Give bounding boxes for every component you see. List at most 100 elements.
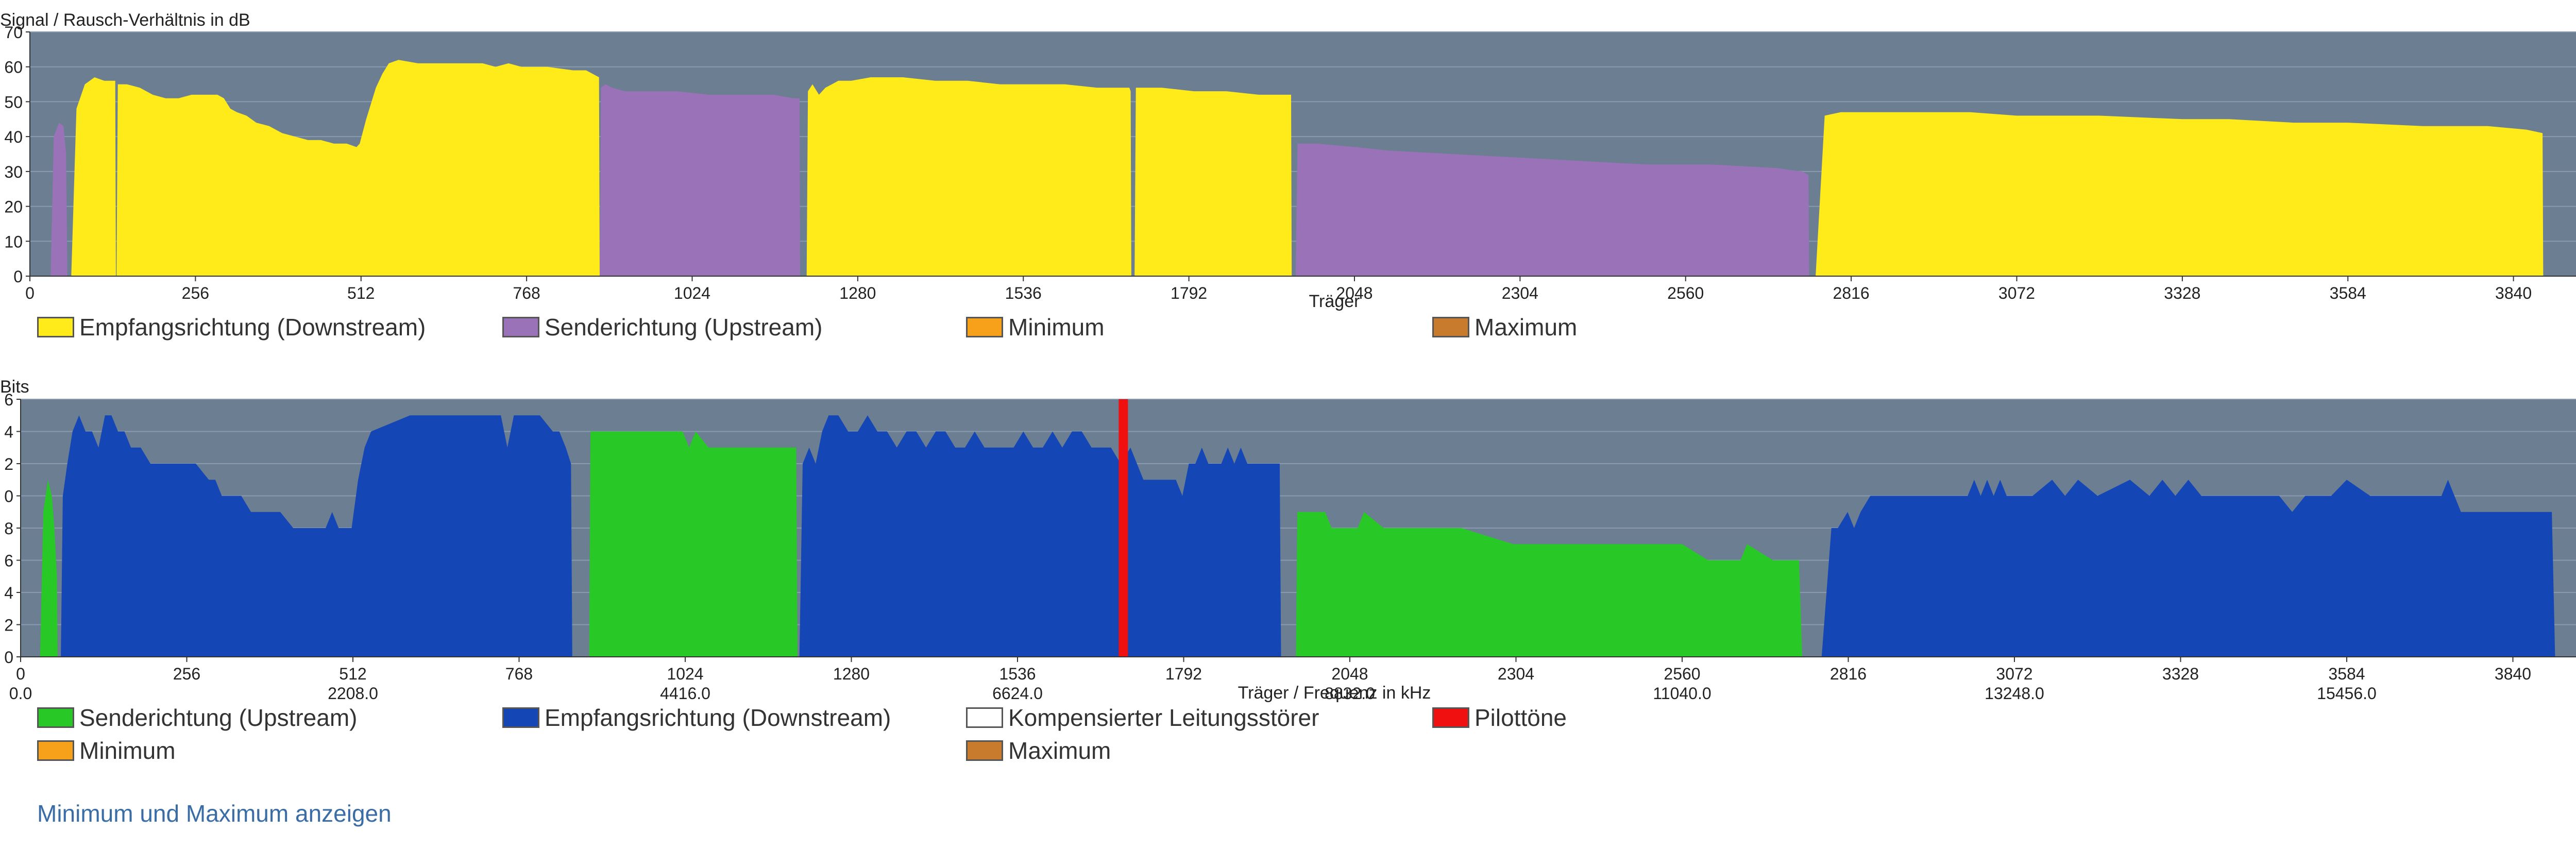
legend-swatch-bits-upstream [37, 707, 74, 728]
snr-series-area-0 [50, 123, 67, 276]
bits-series-area-3 [799, 415, 1281, 657]
bits-series-area-4 [1296, 512, 1803, 657]
bits-x-tick-label: 2048 [1331, 665, 1368, 683]
snr-x-tick-label: 3840 [2495, 284, 2532, 302]
snr-x-tick-label: 768 [513, 284, 540, 302]
bits-y-ticks: 0 2 4 6 8 0 2 4 6 [4, 390, 21, 667]
bits-frequency-tick-label: 13248.0 [1985, 684, 2044, 703]
snr-x-tick-label: 3584 [2330, 284, 2366, 302]
legend-swatch-bits-minimum [37, 740, 74, 761]
snr-legend: Empfangsrichtung (Downstream) Sendericht… [0, 313, 2576, 344]
snr-y-tick-label: 30 [4, 163, 23, 181]
legend-swatch-bits-downstream [502, 707, 539, 728]
bits-series-group [40, 415, 2555, 657]
snr-x-ticks: 0 256 512 768 1024 1280 1536 1792 2048 2304 2560 28… [25, 276, 2532, 302]
bits-x-tick-label: 1536 [999, 665, 1036, 683]
bits-y-tick-label: 4 [4, 423, 13, 442]
show-min-max-link[interactable]: Minimum und Maximum anzeigen [37, 800, 392, 827]
snr-x-tick-label: 512 [347, 284, 375, 302]
bits-frequency-tick-label: 15456.0 [2317, 684, 2377, 703]
bits-x-tick-label: 1024 [667, 665, 703, 683]
legend-label-maximum: Maximum [1475, 314, 1578, 341]
snr-y-tick-label: 20 [4, 198, 23, 216]
legend-item-downstream[interactable]: Empfangsrichtung (Downstream) [37, 313, 426, 341]
snr-series-area-1 [71, 77, 116, 276]
snr-y-axis-label: Signal / Rausch-Verhältnis in dB [0, 10, 250, 30]
legend-label-bits-downstream: Empfangsrichtung (Downstream) [545, 704, 891, 731]
snr-x-tick-label: 2560 [1667, 284, 1704, 302]
bits-y-tick-label: 6 [4, 390, 13, 409]
bits-y-tick-label: 0 [4, 487, 13, 506]
legend-item-bits-upstream[interactable]: Senderichtung (Upstream) [37, 704, 357, 732]
bits-chart: Bits 0 2 4 6 8 0 2 4 6 0 256 512 768 1024 1280 1536 179… [0, 377, 2576, 703]
bits-frequency-tick-label: 0.0 [9, 684, 32, 703]
legend-swatch-upstream [502, 317, 539, 337]
snr-series-area-5 [1134, 88, 1292, 277]
legend-item-minimum[interactable]: Minimum [966, 313, 1105, 341]
snr-y-tick-label: 60 [4, 58, 23, 77]
snr-x-axis-label: Träger [1309, 292, 1360, 311]
bits-x-tick-label: 512 [339, 665, 366, 683]
bits-series-area-2 [589, 431, 798, 657]
bits-x-tick-label: 1792 [1165, 665, 1202, 683]
legend-item-bits-minimum[interactable]: Minimum [37, 737, 176, 765]
snr-y-tick-label: 40 [4, 128, 23, 146]
bits-pilot-tones [1118, 399, 1128, 657]
legend-swatch-minimum [966, 317, 1003, 337]
bits-y-tick-label: 8 [4, 519, 13, 538]
snr-x-tick-label: 1792 [1171, 284, 1207, 302]
snr-x-tick-label: 2304 [1502, 284, 1538, 302]
legend-item-bits-downstream[interactable]: Empfangsrichtung (Downstream) [502, 704, 891, 732]
bits-x-tick-label: 256 [173, 665, 200, 683]
bits-x-axis-label: Träger / Frequenz in kHz [1238, 683, 1431, 703]
bits-frequency-tick-label: 4416.0 [660, 684, 710, 703]
snr-x-tick-label: 1280 [839, 284, 876, 302]
snr-x-tick-label: 2048 [1336, 284, 1372, 302]
snr-series-area-2 [116, 60, 600, 276]
snr-x-tick-label: 2816 [1833, 284, 1870, 302]
bits-x-tick-label: 2816 [1830, 665, 1867, 683]
snr-chart: Signal / Rausch-Verhältnis in dB 0 10 20 30… [0, 10, 2576, 311]
snr-y-tick-label: 50 [4, 93, 23, 111]
legend-label-bits-maximum: Maximum [1008, 737, 1111, 764]
legend-item-maximum[interactable]: Maximum [1432, 313, 1577, 341]
bits-frequency-tick-label: 2208.0 [328, 684, 378, 703]
bits-x-tick-label: 3840 [2495, 665, 2531, 683]
bits-x-tick-label: 3328 [2162, 665, 2199, 683]
bits-frequency-tick-label: 11040.0 [1653, 684, 1711, 703]
bits-x-tick-label: 1280 [833, 665, 870, 683]
bits-x-tick-label: 2560 [1664, 665, 1700, 683]
snr-series-area-3 [600, 84, 801, 276]
legend-item-compensated[interactable]: Kompensierter Leitungsstörer [966, 704, 1319, 732]
bits-series-area-0 [40, 480, 58, 657]
legend-item-bits-maximum[interactable]: Maximum [966, 737, 1111, 765]
legend-label-compensated: Kompensierter Leitungsstörer [1008, 704, 1319, 731]
bits-y-tick-label: 2 [4, 455, 13, 473]
bits-x-tick-label: 0 [16, 665, 25, 683]
bits-x-ticks: 0 256 512 768 1024 1280 1536 1792 2048 2304 2560 28… [16, 657, 2531, 683]
legend-swatch-compensated [966, 707, 1003, 728]
legend-swatch-pilot [1432, 707, 1469, 728]
legend-swatch-bits-maximum [966, 740, 1003, 761]
bits-pilot-tone-bar [1118, 399, 1128, 657]
bits-legend: Senderichtung (Upstream) Empfangsrichtun… [0, 704, 2576, 771]
snr-x-tick-label: 256 [182, 284, 209, 302]
snr-y-ticks: 0 10 20 30 40 50 60 70 [4, 23, 30, 286]
legend-swatch-maximum [1432, 317, 1469, 337]
bits-y-tick-label: 4 [4, 584, 13, 602]
snr-x-tick-label: 1024 [674, 284, 710, 302]
bits-frequency-ticks: 0.0 2208.0 4416.0 6624.0 8832.0 11040.0 13248.… [9, 684, 2377, 703]
legend-item-pilot[interactable]: Pilottöne [1432, 704, 1567, 732]
snr-x-tick-label: 3328 [2164, 284, 2200, 302]
bits-y-tick-label: 2 [4, 616, 13, 635]
legend-item-upstream[interactable]: Senderichtung (Upstream) [502, 313, 822, 341]
snr-x-tick-label: 1536 [1005, 284, 1042, 302]
bits-x-tick-label: 768 [505, 665, 533, 683]
bits-x-tick-label: 2304 [1498, 665, 1534, 683]
legend-label-bits-upstream: Senderichtung (Upstream) [79, 704, 358, 731]
snr-series-area-7 [1816, 112, 2544, 276]
legend-label-downstream: Empfangsrichtung (Downstream) [79, 314, 426, 341]
bits-y-axis-label: Bits [0, 377, 29, 397]
bits-series-area-5 [1821, 480, 2555, 657]
